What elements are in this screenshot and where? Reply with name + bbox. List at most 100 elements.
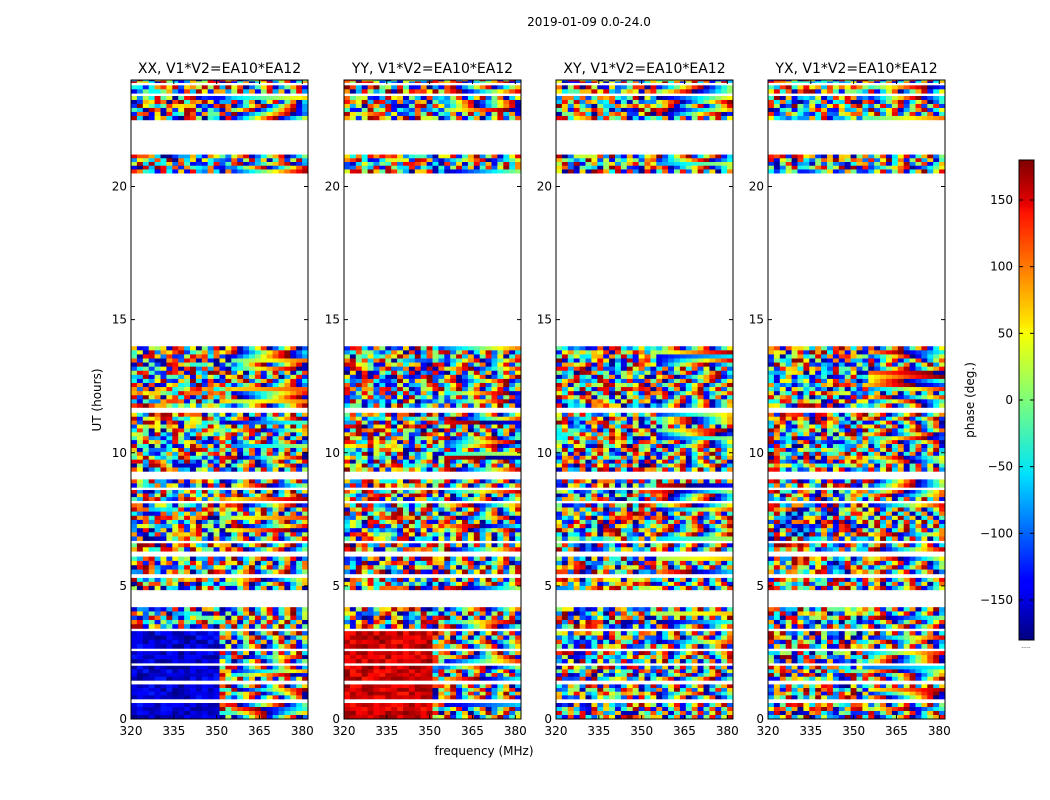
heatmap-cell bbox=[485, 412, 492, 418]
heatmap-cell bbox=[414, 644, 422, 649]
heatmap-cell bbox=[349, 432, 357, 437]
heatmap-cell bbox=[160, 490, 167, 494]
heatmap-cell bbox=[515, 432, 522, 437]
heatmap-cell bbox=[485, 455, 492, 460]
heatmap-cell bbox=[379, 382, 386, 388]
heatmap-cell bbox=[515, 615, 522, 621]
heatmap-cell bbox=[414, 382, 422, 388]
heatmap-cell bbox=[184, 483, 191, 488]
heatmap-cell bbox=[142, 428, 150, 433]
heatmap-cell bbox=[497, 635, 504, 641]
heatmap-cell bbox=[249, 676, 256, 681]
heatmap-cell bbox=[462, 358, 469, 363]
heatmap-cell bbox=[391, 490, 398, 494]
heatmap-cell bbox=[290, 665, 297, 670]
heatmap-cell bbox=[131, 524, 138, 529]
heatmap-cell bbox=[201, 651, 209, 656]
heatmap-cell bbox=[456, 467, 463, 472]
heatmap-cell bbox=[284, 703, 291, 708]
heatmap-cell bbox=[355, 451, 363, 457]
heatmap-cell bbox=[225, 103, 232, 109]
heatmap-cell bbox=[207, 503, 214, 508]
heatmap-cell bbox=[367, 607, 374, 612]
heatmap-cell bbox=[131, 99, 138, 105]
heatmap-cell bbox=[237, 99, 244, 105]
heatmap-cell bbox=[243, 651, 250, 656]
heatmap-cell bbox=[278, 165, 285, 170]
heatmap-cell bbox=[142, 673, 150, 678]
heatmap-cell bbox=[426, 497, 433, 501]
heatmap-cell bbox=[391, 432, 398, 437]
heatmap-cell bbox=[467, 493, 475, 498]
heatmap-cell bbox=[403, 459, 410, 464]
heatmap-cell bbox=[420, 459, 427, 464]
heatmap-cell bbox=[367, 673, 374, 678]
heatmap-cell bbox=[344, 615, 351, 621]
heatmap-cell bbox=[485, 569, 492, 575]
heatmap-cell bbox=[485, 688, 492, 693]
heatmap-cell bbox=[349, 440, 357, 445]
heatmap-cell bbox=[367, 611, 374, 616]
heatmap-cell bbox=[302, 493, 309, 498]
heatmap-cell bbox=[456, 635, 463, 641]
heatmap-cell bbox=[473, 631, 481, 636]
heatmap-cell bbox=[172, 374, 179, 380]
heatmap-cell bbox=[284, 493, 291, 498]
heatmap-cell bbox=[367, 631, 374, 636]
heatmap-cell bbox=[361, 416, 368, 421]
heatmap-cell bbox=[225, 631, 232, 636]
heatmap-cell bbox=[367, 378, 374, 384]
heatmap-cell bbox=[296, 497, 303, 501]
heatmap-cell bbox=[367, 715, 374, 720]
heatmap-cell bbox=[391, 619, 398, 625]
heatmap-cell bbox=[349, 366, 357, 372]
heatmap-cell bbox=[456, 651, 463, 656]
heatmap-cell bbox=[408, 565, 416, 570]
heatmap-cell bbox=[379, 479, 386, 484]
heatmap-cell bbox=[456, 459, 463, 464]
heatmap-cell bbox=[491, 585, 498, 591]
heatmap-cell bbox=[491, 420, 498, 425]
heatmap-cell bbox=[349, 688, 357, 693]
heatmap-cell bbox=[266, 515, 273, 521]
heatmap-cell bbox=[296, 528, 303, 533]
heatmap-cell bbox=[160, 688, 167, 693]
heatmap-cell bbox=[160, 560, 167, 566]
heatmap-cell bbox=[497, 436, 504, 441]
heatmap-cell bbox=[213, 659, 220, 664]
heatmap-cell bbox=[497, 711, 504, 716]
heatmap-cell bbox=[219, 519, 226, 525]
heatmap-cell bbox=[237, 577, 244, 583]
heatmap-cell bbox=[284, 416, 291, 421]
heatmap-cell bbox=[503, 428, 510, 433]
heatmap-cell bbox=[278, 585, 285, 591]
heatmap-cell bbox=[479, 547, 486, 552]
heatmap-cell bbox=[213, 479, 220, 484]
heatmap-cell bbox=[509, 565, 516, 570]
heatmap-cell bbox=[355, 374, 363, 380]
heatmap-cell bbox=[184, 543, 191, 548]
heatmap-cell bbox=[432, 511, 439, 517]
heatmap-cell bbox=[272, 350, 279, 355]
heatmap-cell bbox=[231, 451, 238, 457]
heatmap-cell bbox=[462, 631, 469, 636]
heatmap-cell bbox=[456, 669, 463, 674]
heatmap-cell bbox=[154, 162, 161, 167]
heatmap-cell bbox=[254, 556, 262, 562]
heatmap-cell bbox=[243, 115, 250, 121]
heatmap-cell bbox=[131, 85, 138, 90]
heatmap-cell bbox=[148, 490, 155, 494]
heatmap-cell bbox=[426, 585, 433, 591]
heatmap-cell bbox=[160, 444, 167, 449]
heatmap-cell bbox=[237, 688, 244, 693]
heatmap-cell bbox=[266, 669, 273, 674]
heatmap-cell bbox=[302, 111, 309, 117]
heatmap-cell bbox=[178, 358, 185, 363]
heatmap-cell bbox=[385, 635, 392, 641]
heatmap-cell bbox=[479, 362, 486, 367]
heatmap-cell bbox=[136, 581, 144, 587]
heatmap-cell bbox=[201, 455, 209, 460]
heatmap-cell bbox=[432, 459, 439, 464]
heatmap-cell bbox=[426, 444, 433, 449]
heatmap-cell bbox=[190, 507, 197, 512]
